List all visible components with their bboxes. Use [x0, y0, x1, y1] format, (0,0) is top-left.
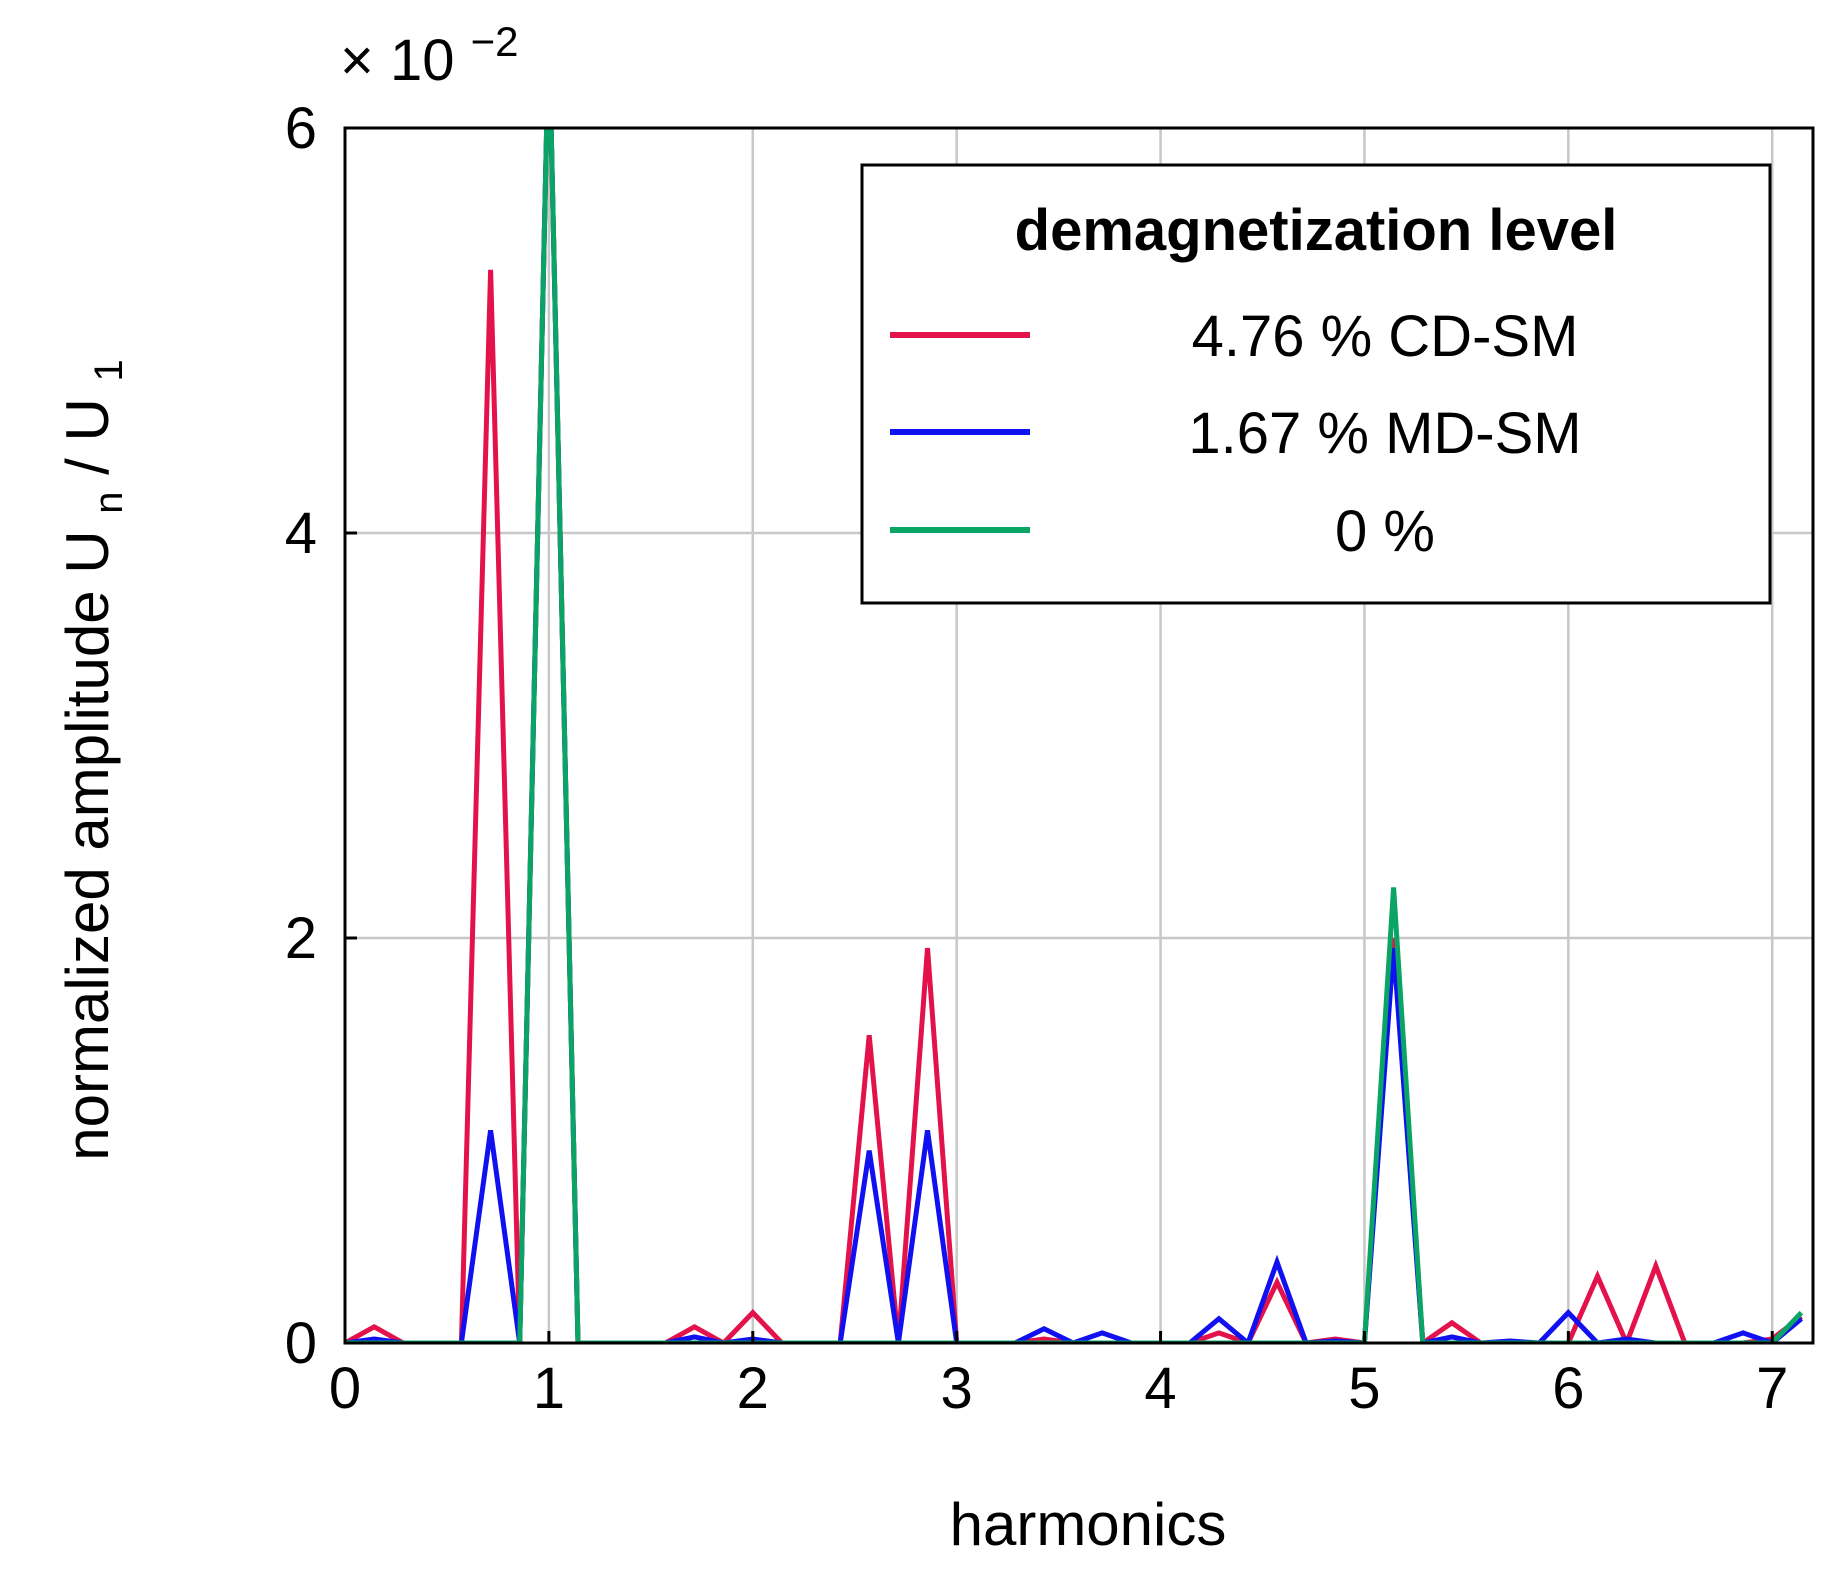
- y-axis-label: normalized amplitude U n / U 1: [54, 359, 135, 1160]
- x-axis-ticks: 0 1 2 3 4 5 6 7: [329, 1331, 1788, 1421]
- plot-frame: [343, 126, 1815, 1345]
- legend-label-1: 4.76 % CD-SM: [1192, 304, 1579, 369]
- x-axis-label: harmonics: [950, 1491, 1227, 1558]
- y-tick-label: 0: [285, 1311, 317, 1376]
- legend-label-3: 0 %: [1335, 499, 1435, 564]
- exponent-power: −2: [471, 18, 519, 65]
- exponent-base: × 10: [340, 28, 455, 93]
- x-tick-label: 7: [1756, 1356, 1788, 1421]
- y-axis-label-main: normalized amplitude U: [54, 530, 121, 1160]
- y-tick-label: 4: [285, 501, 317, 566]
- x-tick-label: 1: [533, 1356, 565, 1421]
- x-tick-label: 0: [329, 1356, 361, 1421]
- y-tick-label: 2: [285, 906, 317, 971]
- axis-exponent: × 10 −2: [340, 18, 519, 93]
- series-line-2: [345, 128, 1803, 1343]
- legend-title: demagnetization level: [1015, 198, 1618, 263]
- legend-entries: 4.76 % CD-SM 1.67 % MD-SM 0 %: [890, 304, 1582, 564]
- y-axis-label-sub-1: 1: [87, 359, 131, 381]
- y-axis-ticks: 0 2 4 6: [285, 96, 357, 1376]
- y-tick-label: 6: [285, 96, 317, 161]
- series-lines: [345, 128, 1804, 1343]
- x-tick-label: 3: [941, 1356, 973, 1421]
- x-tick-label: 4: [1144, 1356, 1176, 1421]
- legend: demagnetization level 4.76 % CD-SM 1.67 %…: [860, 163, 1772, 605]
- y-axis-label-sub-n: n: [87, 492, 131, 514]
- legend-label-2: 1.67 % MD-SM: [1188, 401, 1581, 466]
- x-tick-label: 5: [1348, 1356, 1380, 1421]
- y-axis-label-sep: / U: [54, 398, 121, 475]
- x-tick-label: 6: [1552, 1356, 1584, 1421]
- x-tick-label: 2: [737, 1356, 769, 1421]
